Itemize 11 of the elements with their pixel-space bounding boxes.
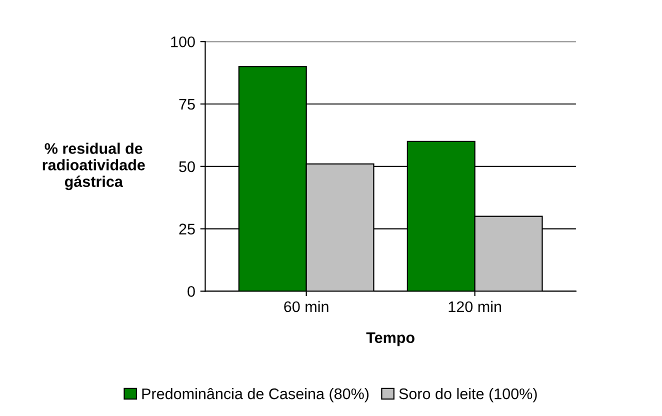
y-tick-label: 50 [179, 161, 195, 172]
x-axis-title: Tempo [366, 332, 414, 346]
legend-label: Soro do leite (100%) [399, 388, 537, 402]
y-tick-label: 75 [179, 99, 195, 110]
x-tick-label: 120 min [448, 300, 502, 312]
legend-label: Predominância de Caseina (80%) [142, 388, 369, 402]
y-axis-title: % residual de radioatividade gástrica [42, 142, 145, 190]
y-tick-label: 25 [179, 224, 195, 234]
y-tick-label: 0 [188, 286, 195, 297]
x-tick-label: 60 min [284, 300, 328, 312]
y-tick-label: 100 [171, 36, 195, 48]
